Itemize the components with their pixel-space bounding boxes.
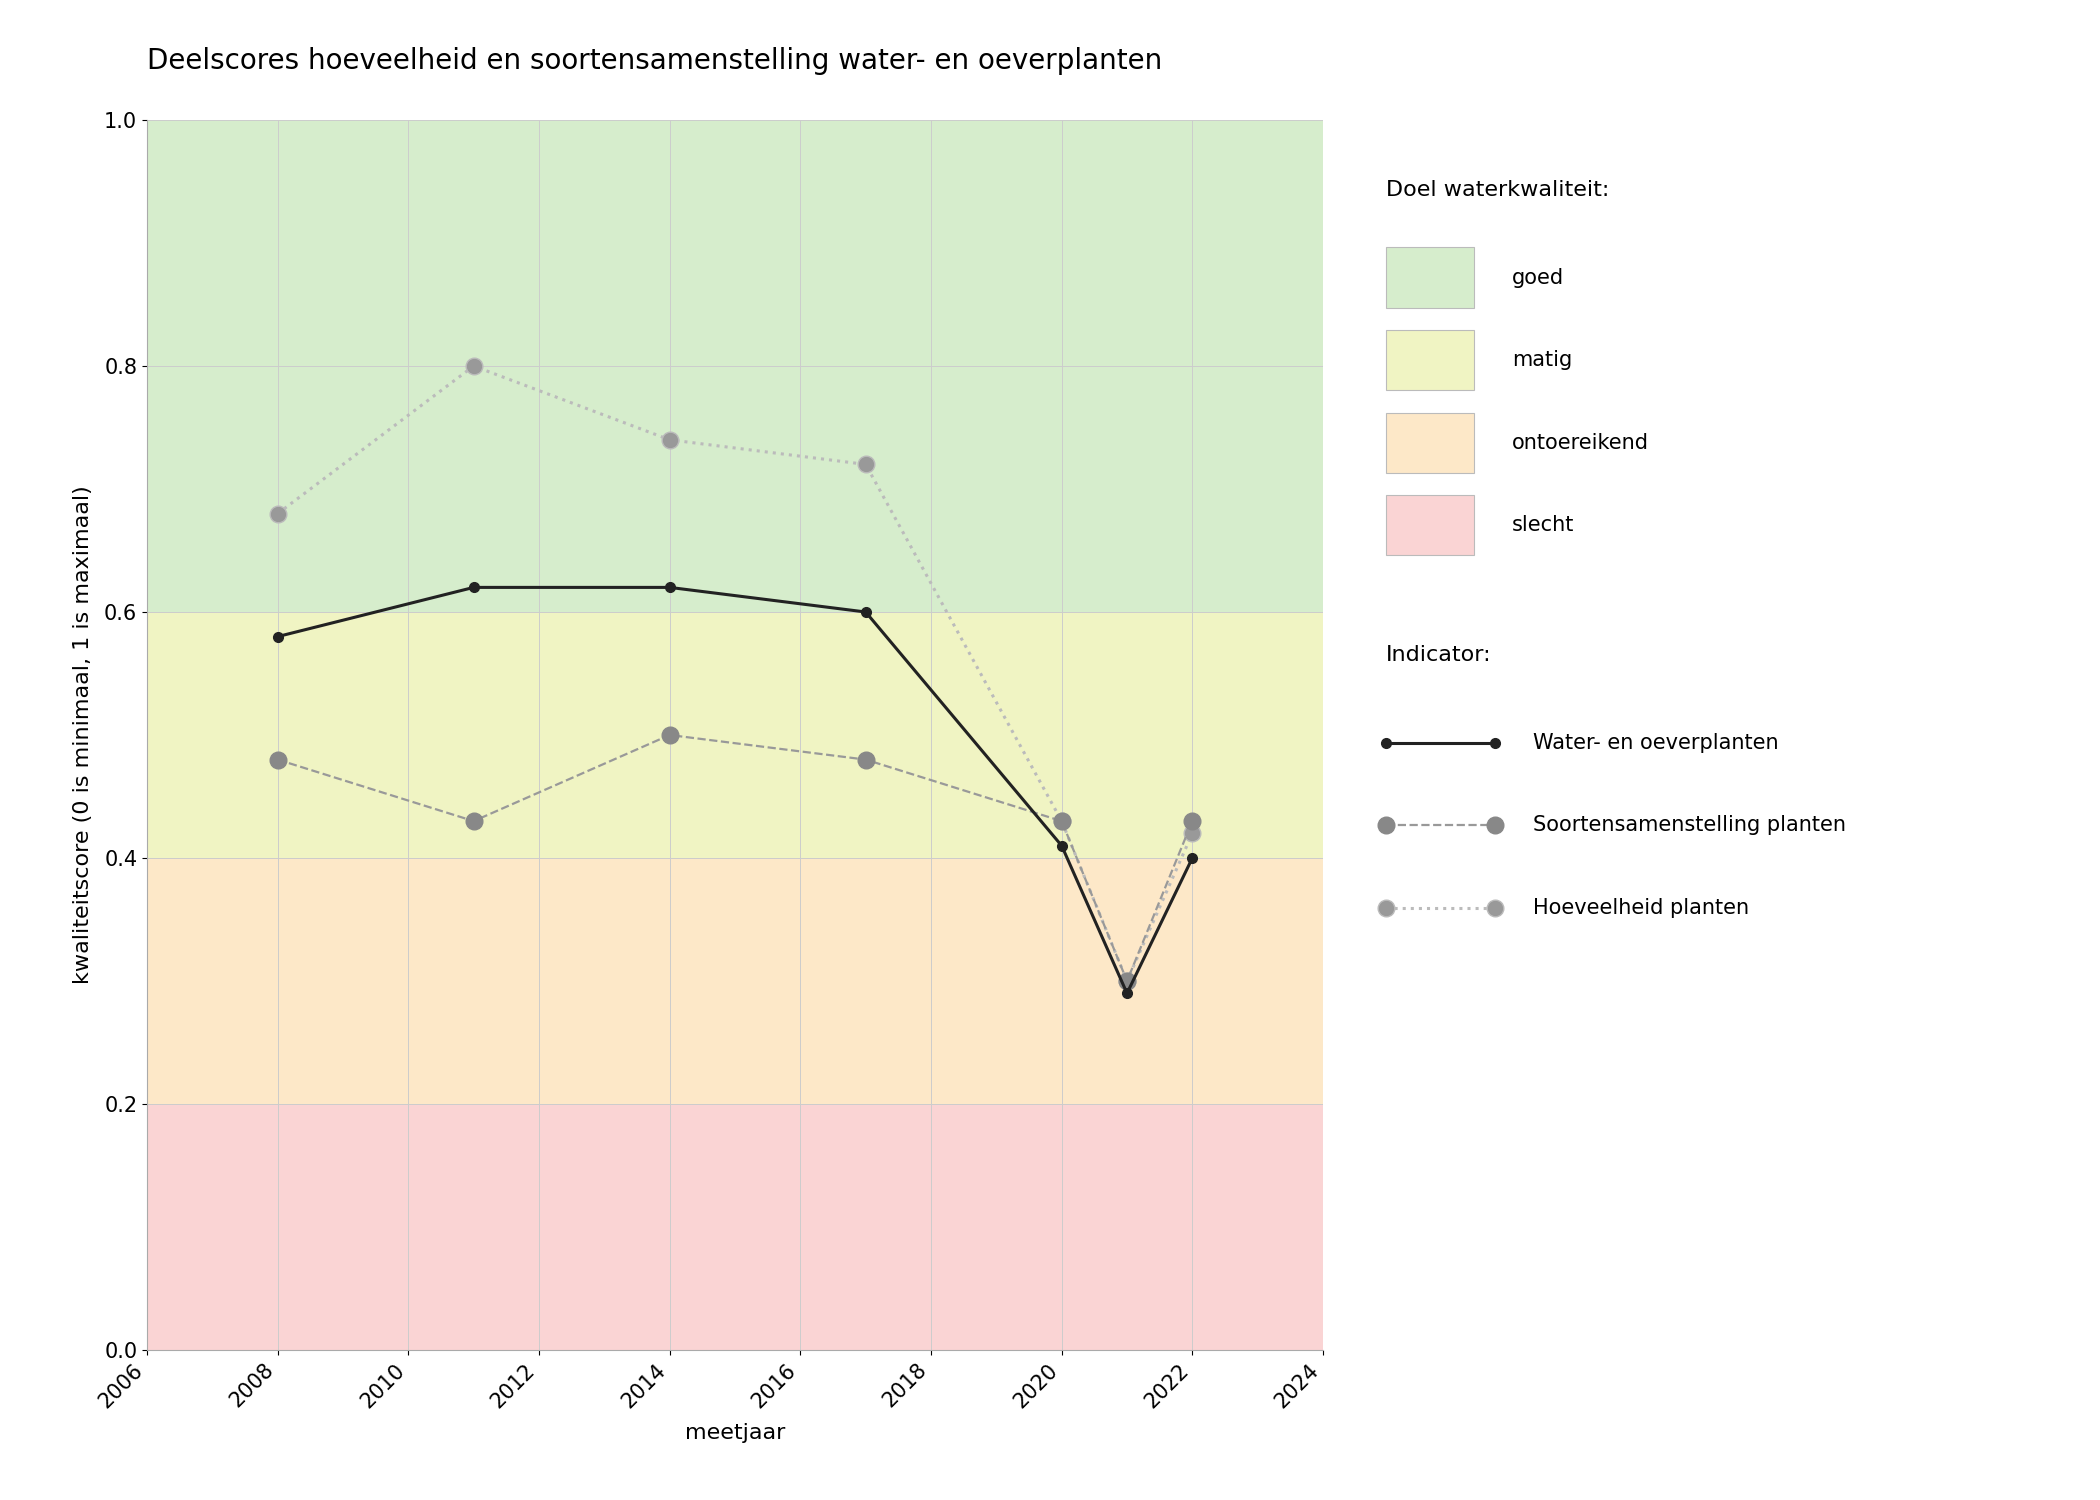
Text: Indicator:: Indicator: — [1386, 645, 1491, 664]
Bar — [147, 612, 1323, 858]
Text: Hoeveelheid planten: Hoeveelheid planten — [1533, 897, 1749, 918]
Bar — [147, 858, 1323, 1104]
Y-axis label: kwaliteitscore (0 is minimaal, 1 is maximaal): kwaliteitscore (0 is minimaal, 1 is maxi… — [74, 486, 92, 984]
Bar — [147, 120, 1323, 612]
X-axis label: meetjaar: meetjaar — [685, 1422, 785, 1443]
Text: slecht: slecht — [1512, 514, 1575, 535]
Text: Deelscores hoeveelheid en soortensamenstelling water- en oeverplanten: Deelscores hoeveelheid en soortensamenst… — [147, 46, 1161, 75]
Text: Doel waterkwaliteit:: Doel waterkwaliteit: — [1386, 180, 1609, 200]
Text: matig: matig — [1512, 350, 1573, 370]
Text: goed: goed — [1512, 267, 1564, 288]
Text: Water- en oeverplanten: Water- en oeverplanten — [1533, 732, 1779, 753]
Bar — [147, 1104, 1323, 1350]
Text: Soortensamenstelling planten: Soortensamenstelling planten — [1533, 815, 1846, 836]
Text: ontoereikend: ontoereikend — [1512, 432, 1648, 453]
